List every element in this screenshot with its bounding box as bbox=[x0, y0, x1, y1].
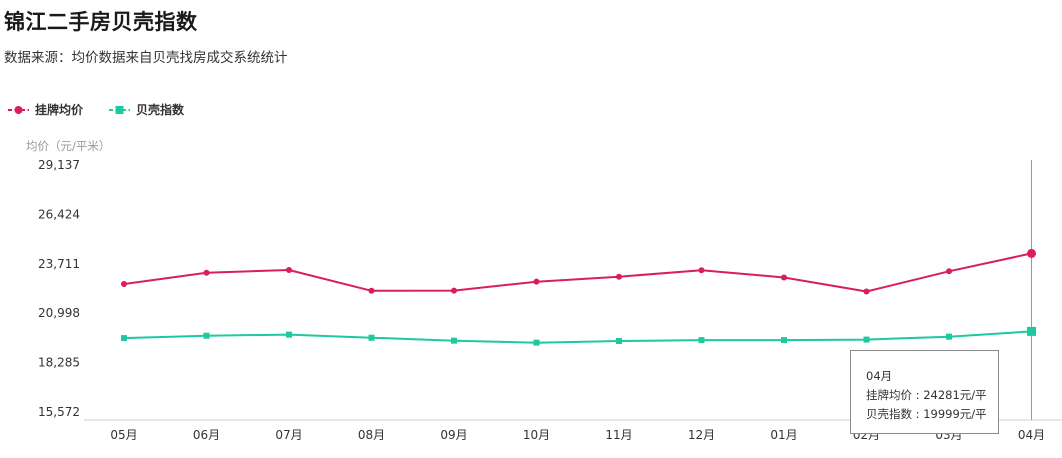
tooltip-row-listing-price: 挂牌均价 : 24281元/平 bbox=[866, 388, 987, 402]
x-tick-label: 05月 bbox=[110, 428, 137, 442]
x-tick-label: 12月 bbox=[688, 428, 715, 442]
chart-tooltip: 04月 挂牌均价 : 24281元/平 贝壳指数 : 19999元/平 bbox=[850, 350, 999, 434]
data-point bbox=[451, 287, 457, 294]
circle-marker-icon bbox=[8, 105, 29, 114]
x-tick-label: 09月 bbox=[440, 428, 467, 442]
data-point bbox=[781, 337, 787, 344]
x-tick-label: 11月 bbox=[605, 428, 632, 442]
data-point bbox=[863, 288, 870, 295]
legend-item-listing-price[interactable]: 挂牌均价 bbox=[8, 101, 83, 118]
y-tick-label: 26,424 bbox=[38, 207, 80, 221]
chart-legend: 挂牌均价 贝壳指数 bbox=[8, 101, 210, 118]
x-tick-label: 01月 bbox=[770, 428, 797, 442]
data-point bbox=[863, 336, 870, 343]
legend-label-beike-index: 贝壳指数 bbox=[136, 103, 185, 117]
data-point bbox=[1027, 326, 1036, 336]
page-title: 锦江二手房贝壳指数 bbox=[4, 10, 198, 34]
data-point bbox=[121, 281, 127, 288]
data-point bbox=[286, 267, 292, 274]
series-line-0 bbox=[123, 252, 1032, 293]
y-tick-label: 29,137 bbox=[38, 158, 80, 172]
x-tick-label: 10月 bbox=[523, 428, 550, 442]
x-tick-label: 06月 bbox=[193, 428, 220, 442]
data-point bbox=[616, 273, 622, 280]
data-point bbox=[368, 334, 375, 341]
data-point bbox=[946, 333, 952, 340]
data-point bbox=[533, 278, 540, 285]
page-subtitle: 数据来源：均价数据来自贝壳找房成交系统统计 bbox=[4, 50, 288, 66]
y-tick-label: 23,711 bbox=[38, 257, 80, 271]
legend-label-listing-price: 挂牌均价 bbox=[35, 103, 84, 117]
y-tick-label: 18,285 bbox=[38, 356, 80, 370]
tooltip-title: 04月 bbox=[866, 369, 893, 383]
y-tick-label: 20,998 bbox=[38, 306, 80, 320]
x-tick-label: 07月 bbox=[275, 428, 302, 442]
data-point bbox=[698, 267, 705, 274]
data-point bbox=[121, 335, 127, 342]
data-point bbox=[286, 331, 292, 338]
data-point bbox=[203, 332, 210, 339]
data-point bbox=[781, 274, 787, 281]
square-marker-icon bbox=[109, 105, 131, 114]
data-point bbox=[451, 337, 457, 344]
data-point bbox=[368, 287, 375, 294]
data-point bbox=[533, 339, 540, 346]
data-point bbox=[698, 337, 705, 344]
data-point bbox=[946, 268, 952, 275]
x-tick-label: 04月 bbox=[1018, 428, 1045, 442]
data-point bbox=[1027, 248, 1036, 258]
legend-item-beike-index[interactable]: 贝壳指数 bbox=[109, 101, 184, 118]
data-point bbox=[616, 338, 622, 345]
y-axis-title: 均价（元/平米） bbox=[26, 139, 110, 153]
tooltip-row-beike-index: 贝壳指数 : 19999元/平 bbox=[866, 407, 987, 421]
data-point bbox=[203, 269, 210, 276]
x-tick-label: 08月 bbox=[358, 428, 385, 442]
series-line-1 bbox=[123, 330, 1032, 344]
y-tick-label: 15,572 bbox=[38, 405, 80, 419]
